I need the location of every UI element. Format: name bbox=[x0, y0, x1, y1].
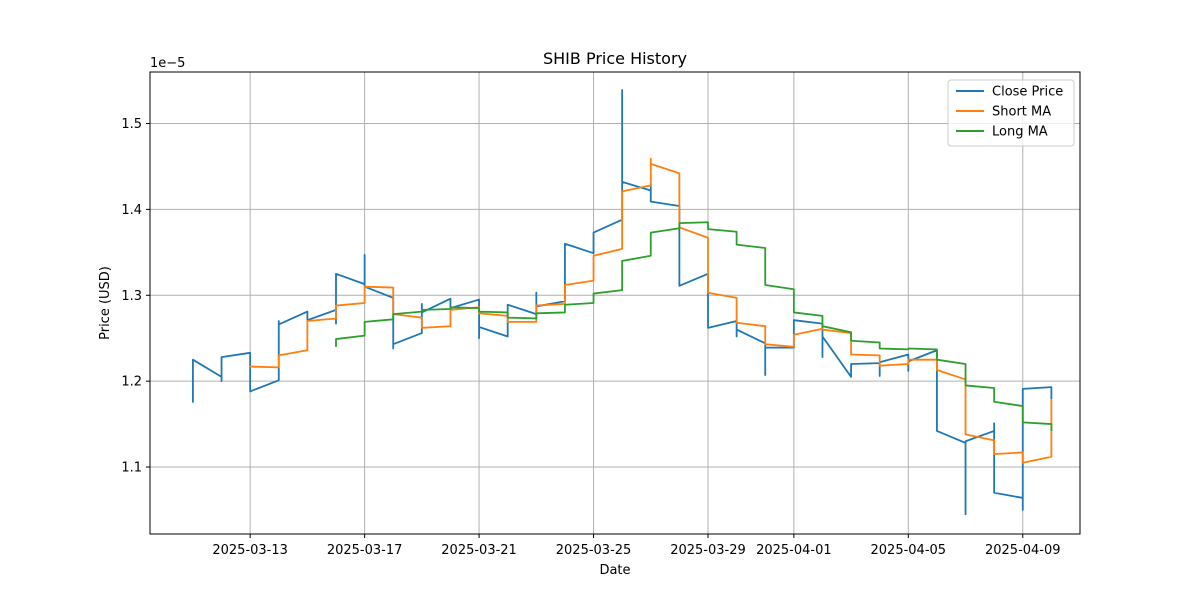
y-tick-label: 1.5 bbox=[121, 117, 142, 132]
series-group bbox=[192, 89, 1053, 516]
x-tick-label: 2025-04-01 bbox=[756, 543, 832, 558]
legend: Close Price Short MA Long MA bbox=[947, 79, 1075, 147]
x-tick-label: 2025-03-29 bbox=[670, 543, 746, 558]
x-tick-label: 2025-03-13 bbox=[212, 543, 288, 558]
series-line-short-ma bbox=[249, 157, 1053, 464]
chart-title: SHIB Price History bbox=[543, 49, 687, 68]
y-axis-label: Price (USD) bbox=[98, 266, 113, 340]
y-offset-label: 1e−5 bbox=[150, 56, 185, 71]
ticks: 2025-03-13 2025-03-17 2025-03-21 2025-03-25… bbox=[121, 117, 1060, 558]
legend-label-close-price: Close Price bbox=[992, 85, 1063, 100]
x-axis-label: Date bbox=[599, 563, 630, 578]
y-tick-label: 1.2 bbox=[121, 375, 142, 390]
x-tick-label: 2025-03-17 bbox=[327, 543, 403, 558]
legend-label-long-ma: Long MA bbox=[992, 125, 1048, 140]
series-line-long-ma bbox=[335, 221, 1053, 431]
y-tick-label: 1.3 bbox=[121, 289, 142, 304]
plot-frame bbox=[149, 71, 1081, 535]
x-tick-label: 2025-04-09 bbox=[985, 543, 1061, 558]
y-tick-label: 1.1 bbox=[121, 461, 142, 476]
y-tick-label: 1.4 bbox=[121, 203, 142, 218]
legend-label-short-ma: Short MA bbox=[992, 105, 1051, 120]
x-tick-label: 2025-03-25 bbox=[556, 543, 632, 558]
x-tick-label: 2025-04-05 bbox=[871, 543, 947, 558]
x-tick-label: 2025-03-21 bbox=[441, 543, 517, 558]
legend-box bbox=[947, 79, 1075, 147]
